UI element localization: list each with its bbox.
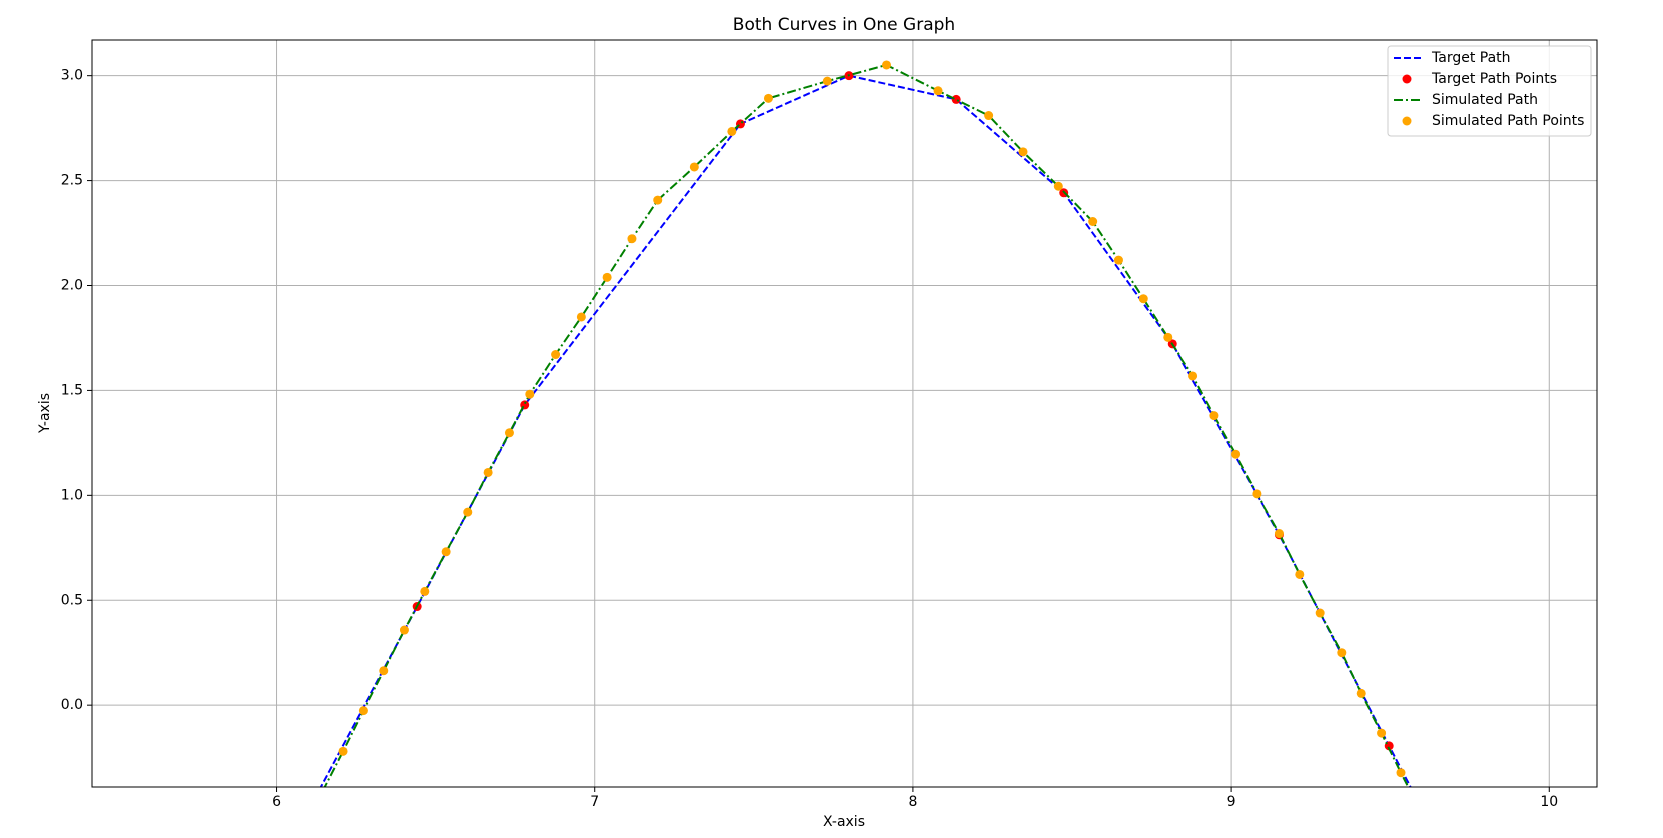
x-tick-label: 9: [1227, 794, 1236, 810]
y-tick-label: 2.5: [61, 173, 83, 189]
data-point: [1113, 255, 1123, 265]
grid: 6 7 8 9 10 0.0 0.5 1.0 1.5 2.0 2.5 3.0: [61, 40, 1597, 810]
data-point: [379, 666, 389, 676]
y-tick-label: 0.5: [61, 592, 83, 608]
data-point: [1088, 217, 1098, 227]
data-point: [463, 507, 473, 517]
data-point: [551, 350, 561, 360]
y-tick-label: 0.0: [61, 697, 83, 713]
data-point: [1274, 529, 1284, 539]
data-point: [525, 389, 535, 399]
data-point: [358, 706, 368, 716]
data-point: [1295, 569, 1305, 579]
data-point: [1417, 808, 1426, 817]
data-point: [305, 803, 314, 812]
legend-label: Simulated Path: [1432, 92, 1538, 108]
data-point: [338, 746, 348, 756]
x-axis-label: X-axis: [823, 814, 865, 830]
legend-label: Target Path Points: [1431, 71, 1557, 87]
data-point: [1188, 371, 1198, 381]
data-point: [1053, 181, 1063, 191]
data-point: [483, 467, 493, 477]
data-point: [763, 93, 773, 103]
data-point: [1315, 608, 1325, 618]
data-point: [627, 234, 637, 244]
legend: Target Path Target Path Points Simulated P…: [1387, 45, 1592, 137]
legend-marker: [1402, 116, 1412, 126]
data-point: [602, 272, 612, 282]
data-point: [882, 60, 891, 70]
data-point: [1396, 768, 1406, 778]
y-axis-label: Y-axis: [37, 393, 53, 434]
data-point: [1163, 332, 1173, 342]
data-point: [576, 312, 586, 322]
data-point: [1018, 147, 1028, 157]
data-point: [399, 625, 409, 635]
data-point: [984, 111, 994, 121]
chart-title: Both Curves in One Graph: [733, 15, 955, 35]
plot-area: [305, 60, 1426, 817]
data-point: [933, 86, 943, 96]
y-tick-label: 1.5: [61, 382, 83, 398]
legend-box: [1387, 45, 1592, 137]
data-point: [951, 94, 961, 104]
data-point: [727, 126, 737, 136]
y-tick-label: 3.0: [61, 68, 83, 84]
data-point: [320, 786, 325, 787]
series-line: [319, 74, 1412, 787]
x-tick-label: 8: [908, 794, 917, 810]
x-tick-label: 10: [1540, 794, 1558, 810]
data-point: [504, 428, 514, 438]
y-tick-label: 1.0: [61, 487, 83, 503]
data-point: [1337, 648, 1347, 658]
y-tick-label: 2.0: [61, 278, 83, 294]
data-point: [1209, 411, 1219, 421]
series-line: [323, 63, 1410, 787]
data-point: [689, 162, 699, 172]
data-point: [653, 195, 663, 205]
data-point: [1252, 489, 1262, 499]
data-point: [1377, 728, 1387, 738]
legend-label: Simulated Path Points: [1432, 113, 1584, 129]
data-point: [822, 76, 832, 86]
x-tick-label: 7: [590, 794, 599, 810]
data-point: [1231, 449, 1241, 459]
legend-marker: [1402, 74, 1412, 84]
data-point: [420, 586, 430, 596]
data-point: [1138, 294, 1148, 304]
legend-label: Target Path: [1431, 50, 1511, 66]
axes-frame: [91, 39, 1598, 788]
x-tick-label: 6: [272, 794, 281, 810]
data-point: [441, 547, 451, 557]
data-point: [1356, 688, 1366, 698]
